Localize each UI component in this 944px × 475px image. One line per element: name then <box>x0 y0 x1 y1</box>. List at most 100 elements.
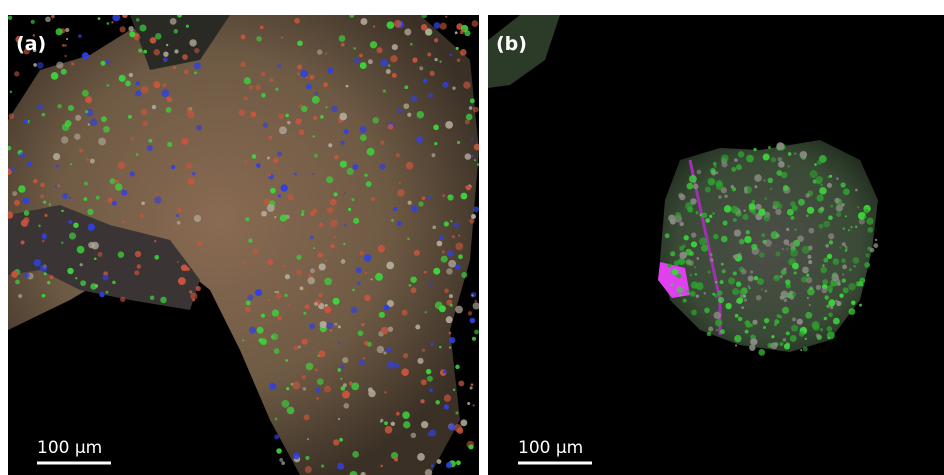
spot <box>313 116 317 120</box>
spot <box>274 434 279 439</box>
spot <box>64 44 66 46</box>
spot <box>370 41 377 48</box>
spot <box>469 218 474 223</box>
spot <box>343 383 347 387</box>
spot <box>314 302 318 306</box>
spot <box>851 301 855 305</box>
spot <box>683 299 687 303</box>
spot <box>388 64 391 67</box>
spot <box>808 260 812 264</box>
spot <box>691 309 697 315</box>
spot <box>21 219 28 226</box>
spot <box>301 210 304 213</box>
spot <box>62 193 68 199</box>
spot <box>317 49 322 54</box>
spot <box>391 422 395 426</box>
spot <box>836 204 843 211</box>
spot <box>305 456 309 460</box>
spot <box>849 268 852 271</box>
spot <box>858 281 863 286</box>
spot <box>380 465 383 468</box>
spot <box>778 161 785 168</box>
spot <box>744 190 748 194</box>
spot <box>42 294 46 298</box>
spot <box>828 233 834 239</box>
spot <box>275 88 278 91</box>
spot <box>820 183 823 186</box>
spot <box>154 240 156 242</box>
spot <box>750 338 757 345</box>
spot <box>338 342 340 344</box>
spot <box>272 309 279 316</box>
spot <box>855 189 858 192</box>
spot <box>474 144 481 151</box>
spot <box>196 125 202 131</box>
spot <box>827 183 832 188</box>
spot <box>331 105 338 112</box>
spot <box>275 418 278 421</box>
spot <box>255 289 262 296</box>
spot <box>246 301 251 306</box>
spot <box>452 235 455 238</box>
spot <box>122 221 124 223</box>
spot <box>325 53 327 55</box>
spot <box>112 14 120 22</box>
spot <box>383 351 386 354</box>
spot <box>731 185 734 188</box>
spot <box>239 109 245 115</box>
spot <box>340 378 342 380</box>
spot <box>866 218 873 225</box>
spot <box>308 274 312 278</box>
spot <box>33 259 41 267</box>
spot <box>197 241 202 246</box>
spot <box>174 49 178 53</box>
spot <box>421 421 428 428</box>
spot <box>187 110 195 118</box>
spot <box>189 39 196 46</box>
spot <box>349 12 354 17</box>
spot <box>458 234 460 236</box>
spot <box>357 282 360 285</box>
spot <box>802 267 809 274</box>
spot <box>792 317 796 321</box>
spot <box>61 242 63 244</box>
spot <box>346 85 349 88</box>
spot <box>763 154 770 161</box>
spot <box>88 242 94 248</box>
spot <box>695 273 698 276</box>
spot <box>791 216 795 220</box>
spot <box>177 221 181 225</box>
spot <box>359 126 366 133</box>
spot <box>809 304 811 306</box>
spot <box>317 355 319 357</box>
panel-a: (a) 100 µm <box>5 12 480 475</box>
spot <box>103 272 105 274</box>
spot <box>310 268 315 273</box>
spot <box>417 453 425 461</box>
spot <box>353 47 356 50</box>
spot <box>292 382 300 390</box>
spot <box>446 462 452 468</box>
spot <box>77 246 85 254</box>
spot <box>276 448 282 454</box>
spot <box>748 276 754 282</box>
spot <box>148 139 152 143</box>
spot <box>333 298 340 305</box>
spot <box>189 290 192 293</box>
spot <box>461 272 467 278</box>
spot <box>245 217 249 221</box>
spot <box>736 281 741 286</box>
spot <box>281 400 289 408</box>
spot <box>186 25 189 28</box>
spot <box>427 195 431 199</box>
spot <box>66 38 68 40</box>
spot <box>843 188 850 195</box>
spot <box>122 12 128 18</box>
spot <box>471 214 476 219</box>
spot <box>702 212 708 218</box>
spot <box>368 387 373 392</box>
spot <box>337 368 341 372</box>
spot <box>829 175 832 178</box>
spot <box>761 288 763 290</box>
spot <box>819 187 827 195</box>
